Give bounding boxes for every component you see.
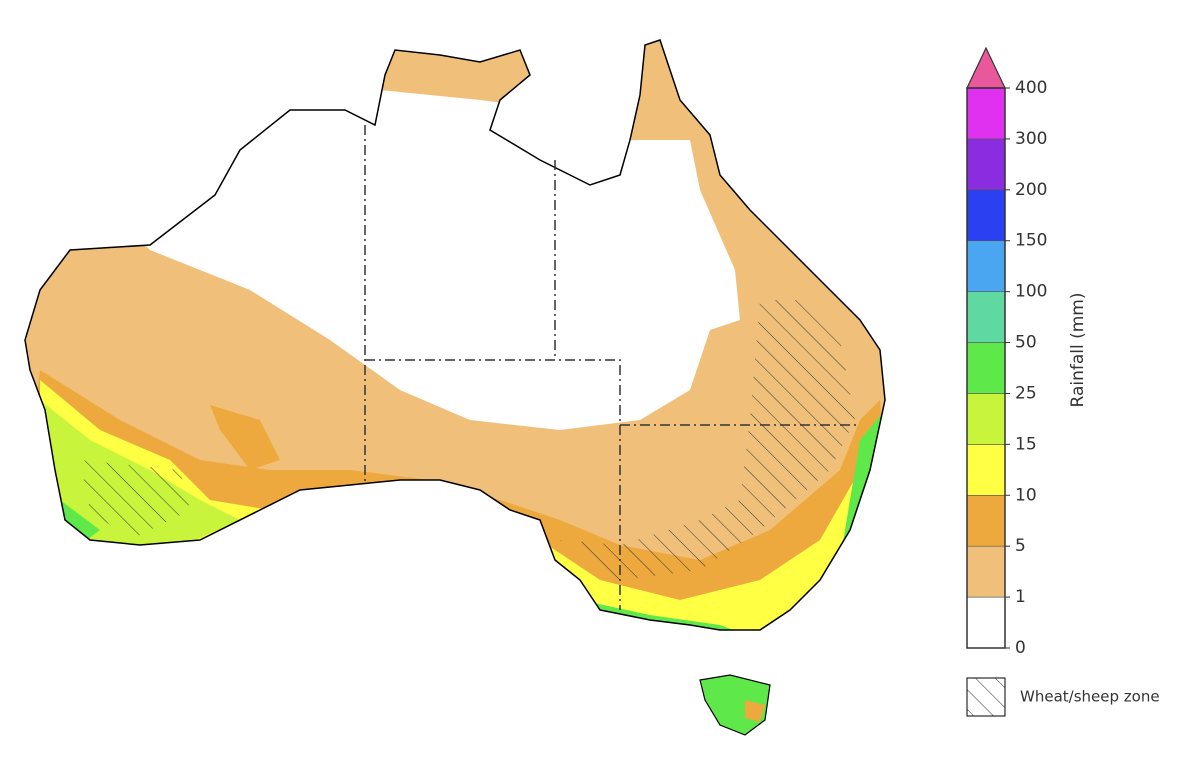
colorbar-band bbox=[966, 342, 1006, 394]
colorbar-band bbox=[966, 189, 1006, 242]
colorbar-tick-label: 0 bbox=[1015, 638, 1026, 658]
colorbar-band bbox=[966, 138, 1006, 191]
colorbar-band bbox=[966, 444, 1006, 496]
colorbar-tick-label: 5 bbox=[1015, 536, 1026, 556]
colorbar-label: Rainfall (mm) bbox=[1068, 293, 1088, 408]
colorbar-tick-label: 50 bbox=[1015, 333, 1037, 353]
colorbar-tick-label: 100 bbox=[1015, 282, 1047, 302]
colorbar-band bbox=[966, 545, 1006, 598]
colorbar-tick-label: 200 bbox=[1015, 180, 1047, 200]
colorbar-tick-label: 25 bbox=[1015, 383, 1037, 403]
map-fill bbox=[25, 40, 885, 630]
colorbar-tick-label: 15 bbox=[1015, 434, 1037, 454]
legend: Rainfall (mm) Wheat/sheep zone 015101525… bbox=[966, 46, 1160, 717]
colorbar-band bbox=[966, 87, 1006, 140]
colorbar-band bbox=[966, 240, 1006, 292]
colorbar-tick-label: 150 bbox=[1015, 231, 1047, 251]
hatch-label: Wheat/sheep zone bbox=[1020, 688, 1160, 706]
colorbar-over-arrow bbox=[966, 46, 1006, 89]
colorbar-tick-label: 400 bbox=[1015, 78, 1047, 98]
colorbar-band bbox=[966, 596, 1006, 649]
colorbar-frame bbox=[966, 87, 1006, 649]
hatch-swatch bbox=[966, 677, 1006, 717]
tasmania-band bbox=[745, 700, 765, 722]
colorbar-tick-label: 300 bbox=[1015, 129, 1047, 149]
colorbar-tick-label: 10 bbox=[1015, 485, 1037, 505]
colorbar-band bbox=[966, 291, 1006, 343]
state-borders bbox=[364, 125, 860, 610]
colorbar-band bbox=[966, 494, 1006, 547]
colorbar-band bbox=[966, 393, 1006, 445]
colorbar-tick-label: 1 bbox=[1015, 587, 1026, 607]
